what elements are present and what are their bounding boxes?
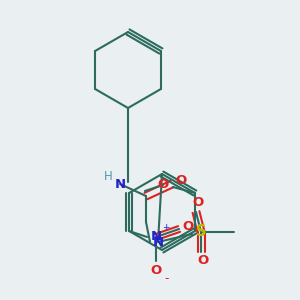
Text: N: N [114, 178, 126, 190]
Text: -: - [164, 272, 168, 286]
Text: O: O [157, 178, 169, 191]
Text: +: + [162, 223, 170, 232]
Text: O: O [197, 254, 208, 268]
Text: O: O [182, 220, 194, 232]
Text: S: S [196, 224, 206, 239]
Text: O: O [192, 196, 204, 209]
Text: N: N [151, 230, 162, 244]
Text: H: H [103, 169, 112, 182]
Text: O: O [151, 265, 162, 278]
Text: N: N [152, 236, 164, 248]
Text: O: O [176, 175, 187, 188]
